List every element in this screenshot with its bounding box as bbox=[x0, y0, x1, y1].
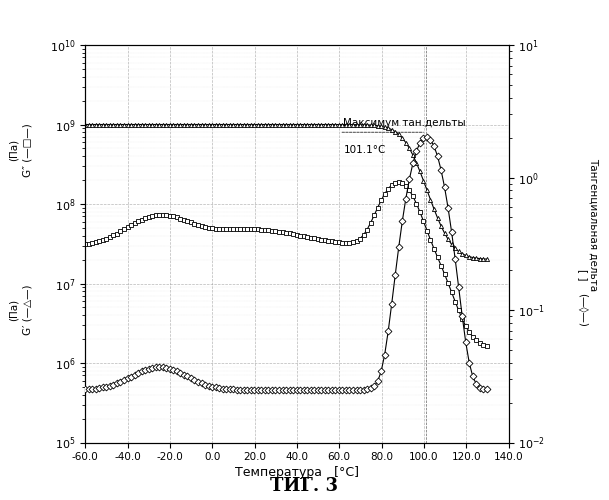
X-axis label: Температура   [°C]: Температура [°C] bbox=[235, 466, 359, 479]
Text: G′ (—△—): G′ (—△—) bbox=[23, 285, 32, 335]
Text: (—◊—): (—◊—) bbox=[577, 293, 588, 327]
Text: ΤИГ. 3: ΤИГ. 3 bbox=[270, 477, 339, 495]
Text: (Па): (Па) bbox=[9, 139, 18, 161]
Text: [ ]: [ ] bbox=[578, 269, 588, 281]
Text: (Па): (Па) bbox=[9, 299, 18, 321]
Text: G″ (—□—): G″ (—□—) bbox=[23, 123, 32, 177]
Text: Тангенциальная дельта: Тангенциальная дельта bbox=[589, 158, 599, 292]
Text: Максимум тан.дельты: Максимум тан.дельты bbox=[343, 118, 466, 128]
Text: 101.1°C: 101.1°C bbox=[343, 145, 386, 155]
